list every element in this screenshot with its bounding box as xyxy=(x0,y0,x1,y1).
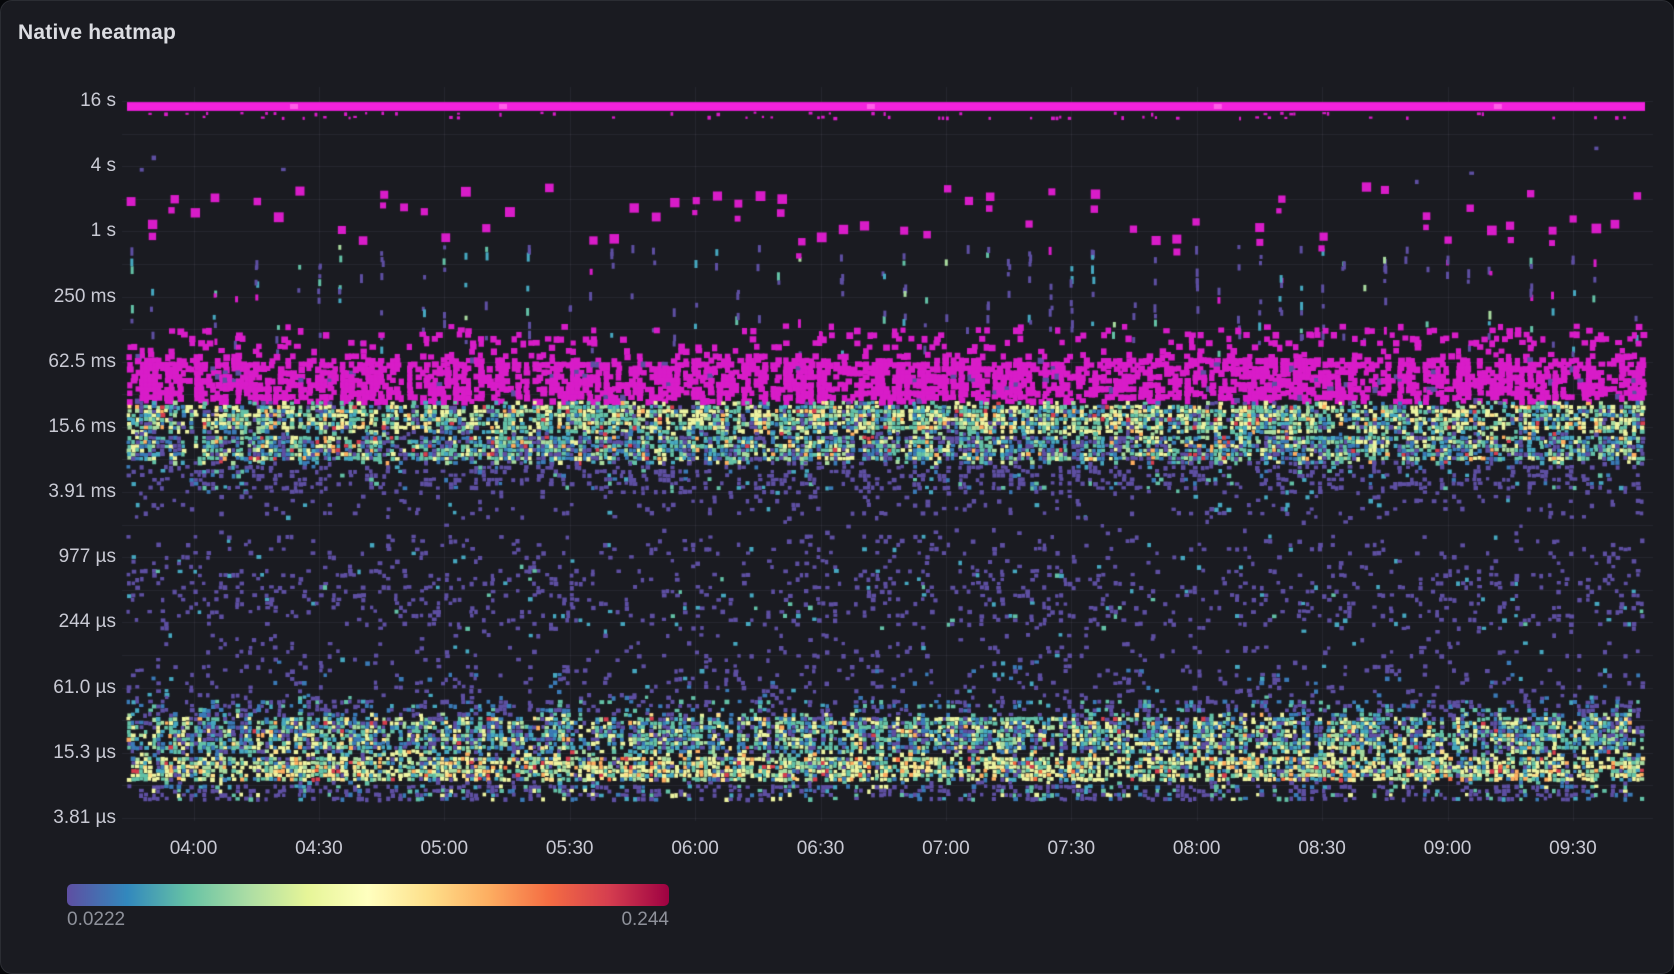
y-tick-label: 977 µs xyxy=(58,546,116,568)
y-tick-label: 16 s xyxy=(80,90,116,111)
x-tick-label: 05:00 xyxy=(420,838,469,859)
x-tick-label: 06:00 xyxy=(671,838,719,859)
y-tick-label: 15.6 ms xyxy=(48,415,116,437)
y-tick-label: 4 s xyxy=(90,155,116,177)
x-tick-label: 08:30 xyxy=(1298,838,1346,859)
x-tick-label: 04:30 xyxy=(295,838,343,859)
x-tick-label: 09:00 xyxy=(1423,838,1472,859)
x-tick-label: 05:30 xyxy=(545,838,594,859)
x-tick-label: 04:00 xyxy=(169,838,218,859)
panel-title[interactable]: Native heatmap xyxy=(18,21,177,44)
y-tick-label: 61.0 µs xyxy=(53,676,116,698)
x-tick-label: 07:00 xyxy=(922,838,970,859)
color-scale-gradient xyxy=(67,884,669,906)
y-tick-label: 3.81 µs xyxy=(53,806,116,828)
color-scale-min-label: 0.0222 xyxy=(67,909,126,930)
y-tick-label: 15.3 µs xyxy=(53,741,116,763)
x-tick-label: 08:00 xyxy=(1172,838,1221,859)
x-tick-label: 07:30 xyxy=(1047,838,1096,859)
x-tick-label: 09:30 xyxy=(1549,838,1597,859)
x-tick-label: 06:30 xyxy=(796,838,845,859)
y-tick-label: 62.5 ms xyxy=(48,350,116,372)
y-tick-label: 250 ms xyxy=(53,285,116,307)
y-tick-label: 3.91 ms xyxy=(48,481,116,503)
color-scale-max-label: 0.244 xyxy=(621,909,669,930)
y-tick-label: 244 µs xyxy=(58,611,116,633)
y-tick-label: 1 s xyxy=(90,220,116,242)
color-scale-labels: 0.0222 0.244 xyxy=(67,909,669,931)
